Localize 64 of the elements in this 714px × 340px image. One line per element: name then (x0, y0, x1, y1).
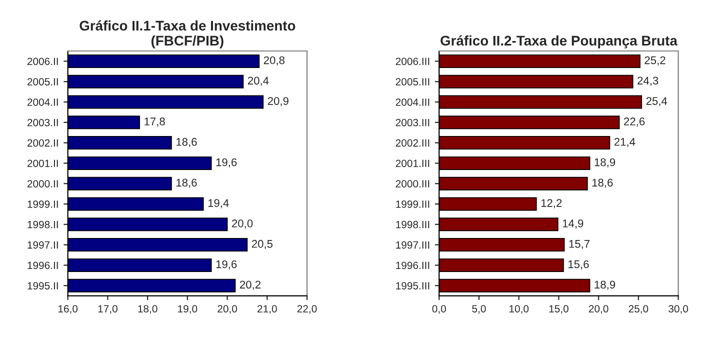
y-tick-label: 1999.III (396, 200, 430, 208)
data-label: 19,6 (216, 158, 237, 168)
data-label: 20,5 (252, 240, 273, 250)
data-label: 25,4 (646, 97, 668, 106)
data-label: 18,9 (594, 158, 616, 168)
x-tick-label: 19,0 (178, 305, 198, 314)
chart-title: Gráfico II.2-Taxa de Poupança Bruta (440, 35, 678, 48)
y-tick-label: 1998.III (396, 220, 430, 228)
y-tick-label: 1999.II (28, 200, 58, 208)
y-tick-label: 2002.III (396, 139, 430, 147)
x-tick-label: 5,0 (472, 305, 486, 314)
y-tick-label: 2003.II (27, 118, 58, 126)
y-tick-label: 1997.II (28, 241, 58, 249)
data-label: 15,7 (569, 240, 590, 250)
y-tick-label: 2003.III (396, 118, 430, 126)
y-tick-label: 1996.II (28, 262, 58, 270)
data-label: 18,6 (176, 138, 197, 148)
data-label: 20,2 (240, 280, 260, 290)
y-tick-label: 2004.III (396, 98, 430, 106)
data-label: 18,6 (176, 178, 197, 188)
x-tick-label: 20,0 (588, 305, 608, 314)
y-tick-label: 1996.III (396, 262, 430, 270)
y-tick-label: 2005.III (396, 78, 430, 86)
y-tick-label: 1995.III (396, 282, 430, 290)
y-tick-label: 2006.III (396, 58, 430, 66)
y-tick-label: 2006.II (27, 58, 58, 66)
data-label: 19,4 (208, 199, 229, 208)
x-tick-label: 22,0 (297, 305, 317, 314)
y-tick-label: 2000.III (396, 180, 430, 188)
y-tick-label: 2004.II (27, 98, 58, 106)
y-tick-label: 2001.III (396, 160, 430, 168)
y-tick-label: 1995.II (28, 282, 58, 290)
data-label: 18,9 (594, 280, 616, 290)
x-tick-label: 10,0 (510, 305, 529, 314)
y-tick-label: 2000.II (27, 180, 58, 188)
data-label: 14,9 (562, 220, 584, 229)
x-tick-label: 21,0 (258, 305, 277, 314)
data-label: 15,6 (568, 260, 589, 270)
y-tick-label: 1997.III (396, 241, 430, 249)
x-tick-label: 18,0 (138, 305, 158, 314)
x-tick-label: 16,0 (58, 305, 78, 314)
y-tick-label: 2005.II (27, 78, 58, 86)
chart-title: Gráfico II.1-Taxa de Investimento (FBCF/PIB) (80, 20, 296, 48)
data-label: 21,4 (614, 138, 636, 148)
y-tick-label: 2002.II (27, 139, 58, 147)
data-label: 12,2 (541, 199, 562, 208)
data-label: 19,6 (216, 260, 237, 270)
x-tick-label: 30,0 (668, 305, 688, 314)
data-label: 25,2 (644, 56, 666, 66)
data-label: 20,0 (232, 220, 253, 229)
data-label: 18,6 (592, 178, 613, 188)
data-label: 24,3 (638, 76, 658, 86)
data-label: 22,6 (624, 118, 645, 127)
y-tick-label: 1998.II (28, 220, 58, 228)
x-tick-label: 17,0 (98, 305, 118, 314)
x-tick-label: 20,0 (218, 305, 238, 314)
x-tick-label: 0,0 (432, 305, 446, 314)
data-label: 20,9 (268, 97, 288, 106)
x-tick-label: 25,0 (628, 305, 648, 314)
x-tick-label: 15,0 (549, 305, 568, 314)
y-tick-label: 2001.II (27, 160, 58, 168)
data-label: 20,8 (264, 56, 284, 66)
data-label: 17,8 (144, 118, 165, 127)
data-label: 20,4 (248, 76, 269, 86)
